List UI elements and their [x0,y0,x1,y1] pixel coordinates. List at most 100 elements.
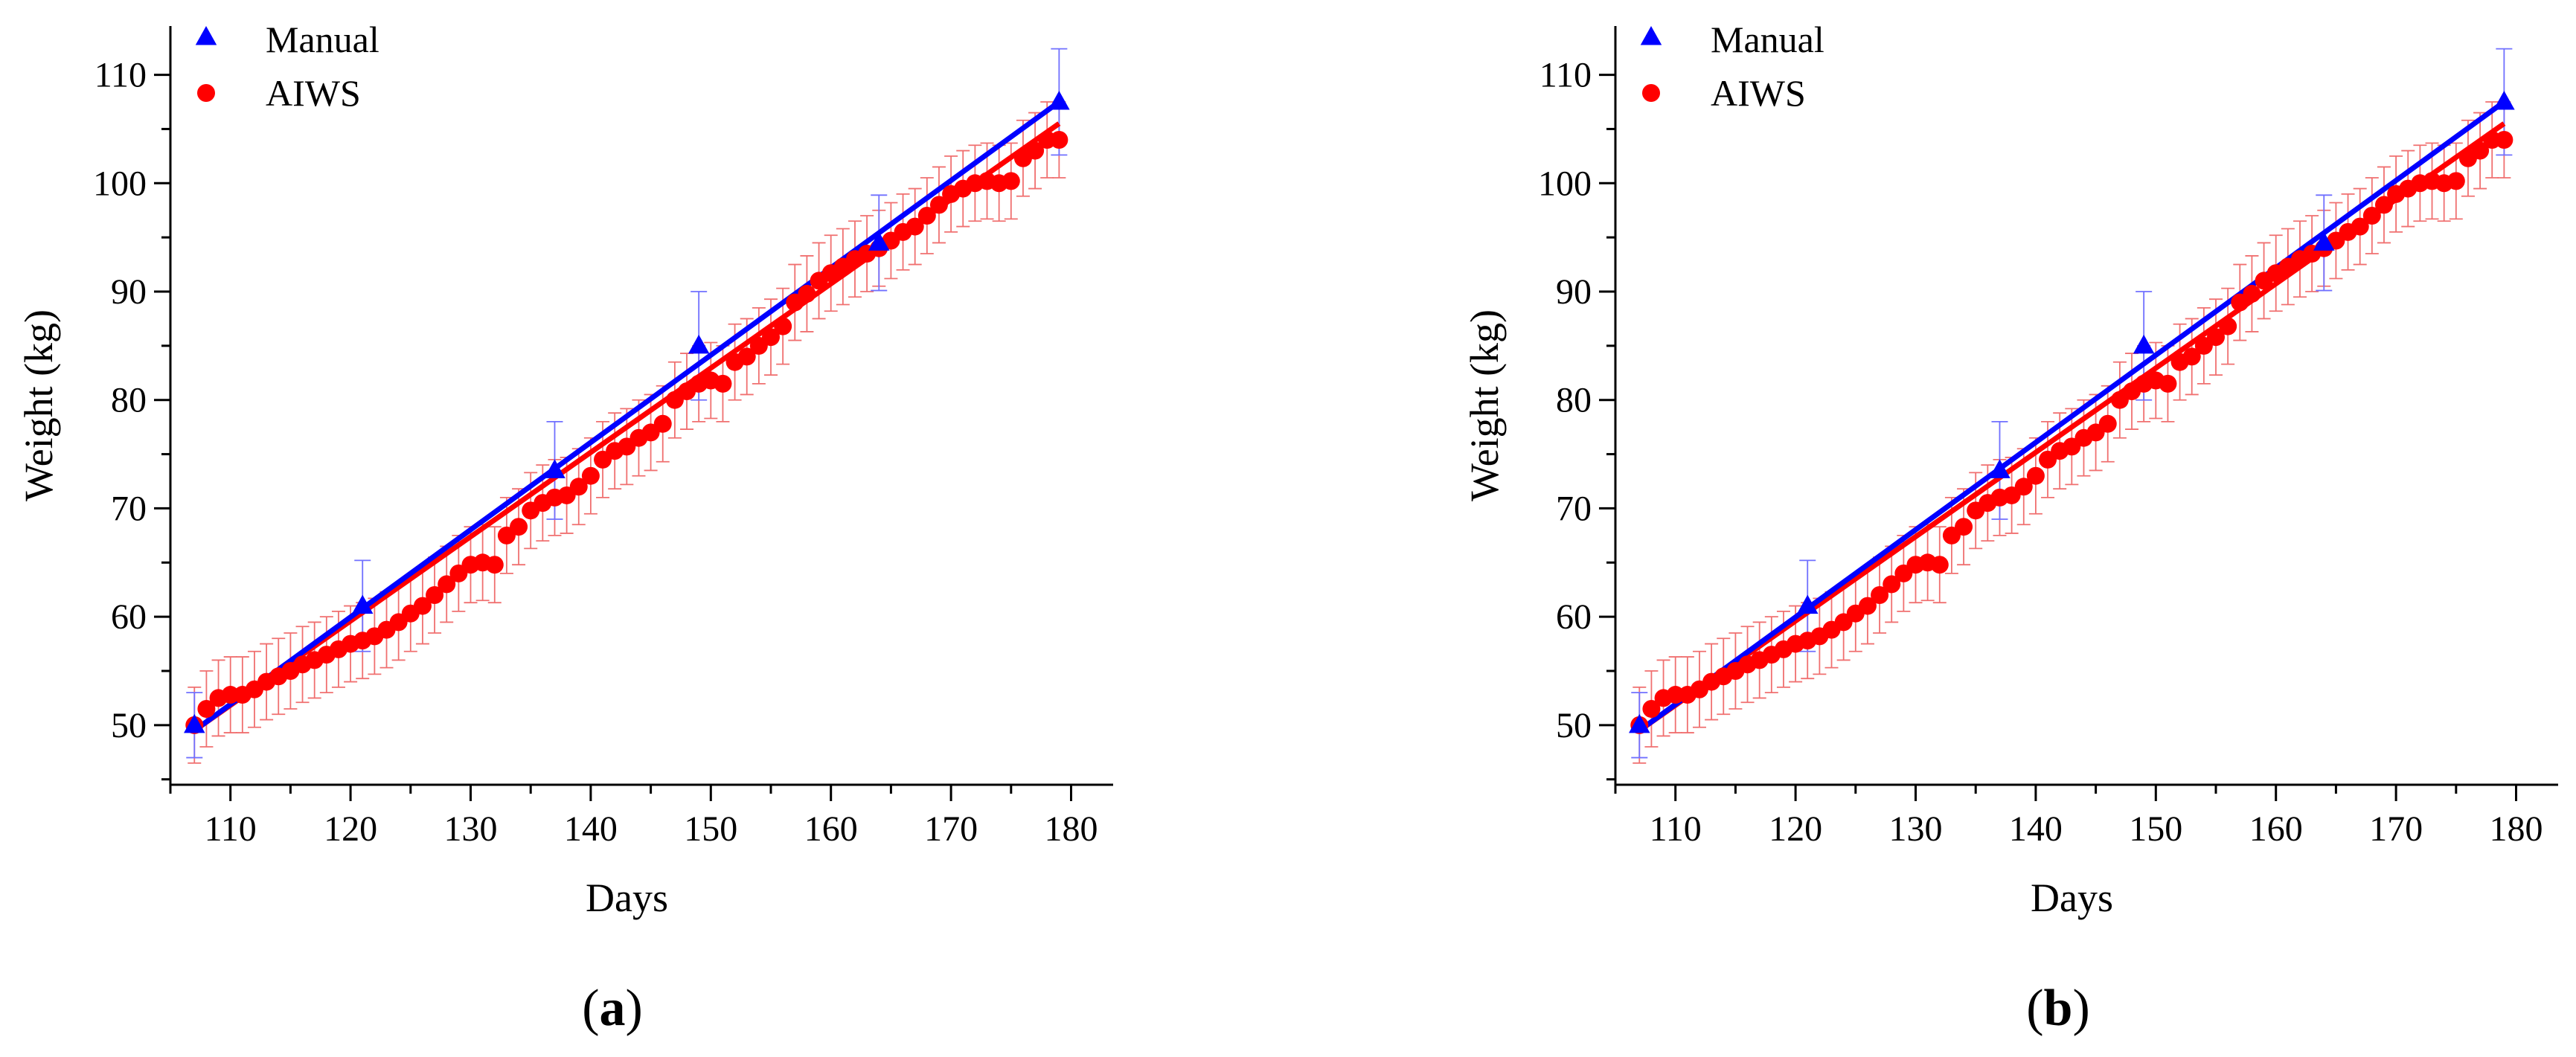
manual-point [351,594,374,614]
aiws-point [1642,700,1661,718]
aiws-point [485,556,504,574]
y-tick-label: 100 [1538,164,1592,203]
y-tick-label: 90 [1556,272,1592,312]
aiws-series [1630,131,2513,734]
manual-point [1048,91,1070,110]
aiws-point [1930,556,1949,574]
aiws-point [737,347,756,366]
aiws-point [2243,284,2261,303]
aiws-point [581,466,600,485]
y-tick-label: 80 [1556,381,1592,420]
manual-point [1796,594,1819,614]
legend: Manual AIWS [1640,19,1824,114]
aiws-point [413,597,432,615]
x-tick-label: 120 [1769,809,1822,849]
legend-manual-marker [195,26,217,45]
manual-point [688,334,710,354]
legend-manual-label: Manual [266,19,379,60]
aiws-point [653,414,672,433]
panel-caption: (b) [2026,980,2090,1037]
x-tick-label: 120 [324,809,377,849]
aiws-point [2219,317,2237,335]
manual-fit-line [1638,100,2506,733]
aiws-point [1050,131,1068,149]
aiws-point [2207,328,2226,347]
x-tick-label: 130 [1889,809,1943,849]
manual-series [184,91,1070,733]
chart-panel-a: 110 120 130 140 150 160 170 180 50 60 70 80 90 100 110… [16,19,1113,1037]
aiws-point [2495,131,2513,149]
x-axis-title: Days [586,876,668,920]
x-tick-label: 110 [1650,809,1702,849]
aiws-point [438,575,456,594]
y-tick-label: 70 [111,489,147,528]
x-tick-label: 140 [564,809,618,849]
aiws-point [197,700,216,718]
chart-panel-b: 110 120 130 140 150 160 170 180 50 60 70 80 90 100 110… [1462,19,2558,1037]
aiws-point [510,518,528,536]
manual-series [1629,91,2515,733]
y-tick-label: 110 [94,56,147,95]
aiws-point [2182,347,2201,366]
aiws-point [2098,414,2117,433]
aiws-point [1871,586,1889,604]
aiws-point [1026,141,1045,160]
y-tick-label: 110 [1539,56,1592,95]
x-tick-label: 130 [444,809,498,849]
y-tick-label: 50 [1556,706,1592,745]
legend-aiws-label: AIWS [266,72,361,114]
legend-manual-label: Manual [1711,19,1824,60]
x-tick-label: 180 [2490,809,2543,849]
y-tick-label: 100 [93,164,147,203]
y-tick-label: 70 [1556,489,1592,528]
legend: Manual AIWS [195,19,379,114]
aiws-point [762,328,781,347]
aiws-point [2362,207,2381,225]
manual-point [544,459,565,478]
x-tick-label: 160 [804,809,858,849]
y-tick-label: 90 [111,272,147,312]
legend-aiws-marker [1642,84,1660,102]
manual-point [1989,459,2011,478]
y-tick-label: 60 [111,597,147,637]
x-tick-label: 160 [2249,809,2303,849]
aiws-point [798,284,816,303]
panel-caption: (a) [582,980,643,1037]
y-tick-label: 80 [111,381,147,420]
aiws-point [426,586,444,604]
aiws-point [2026,466,2045,485]
aiws-point [1883,575,1901,594]
x-tick-label: 110 [205,809,257,849]
y-axis-title: Weight (kg) [1462,309,1507,501]
aiws-point [2447,172,2465,190]
x-tick-label: 140 [2009,809,2063,849]
x-tick-label: 150 [684,809,737,849]
aiws-point [2471,141,2490,160]
aiws-point [1002,172,1020,190]
legend-aiws-label: AIWS [1711,72,1806,114]
aiws-point [929,196,948,214]
manual-fit-line [193,100,1061,733]
legend-aiws-marker [197,84,215,102]
aiws-point [917,207,936,225]
x-tick-label: 180 [1045,809,1098,849]
aiws-point [2351,217,2369,236]
aiws-point [2159,374,2177,393]
manual-point [868,231,890,251]
aiws-point [569,478,588,496]
aiws-point [2014,478,2033,496]
y-tick-label: 60 [1556,597,1592,637]
manual-point [1629,713,1650,733]
manual-point [2133,334,2155,354]
y-tick-label: 50 [111,706,147,745]
x-axis-title: Days [2031,876,2113,920]
legend-manual-marker [1640,26,1662,45]
x-tick-label: 150 [2129,809,2182,849]
x-tick-label: 170 [924,809,978,849]
manual-point [2313,231,2335,251]
aiws-point [1955,518,1973,536]
aiws-point [714,374,732,393]
aiws-point [774,317,792,335]
